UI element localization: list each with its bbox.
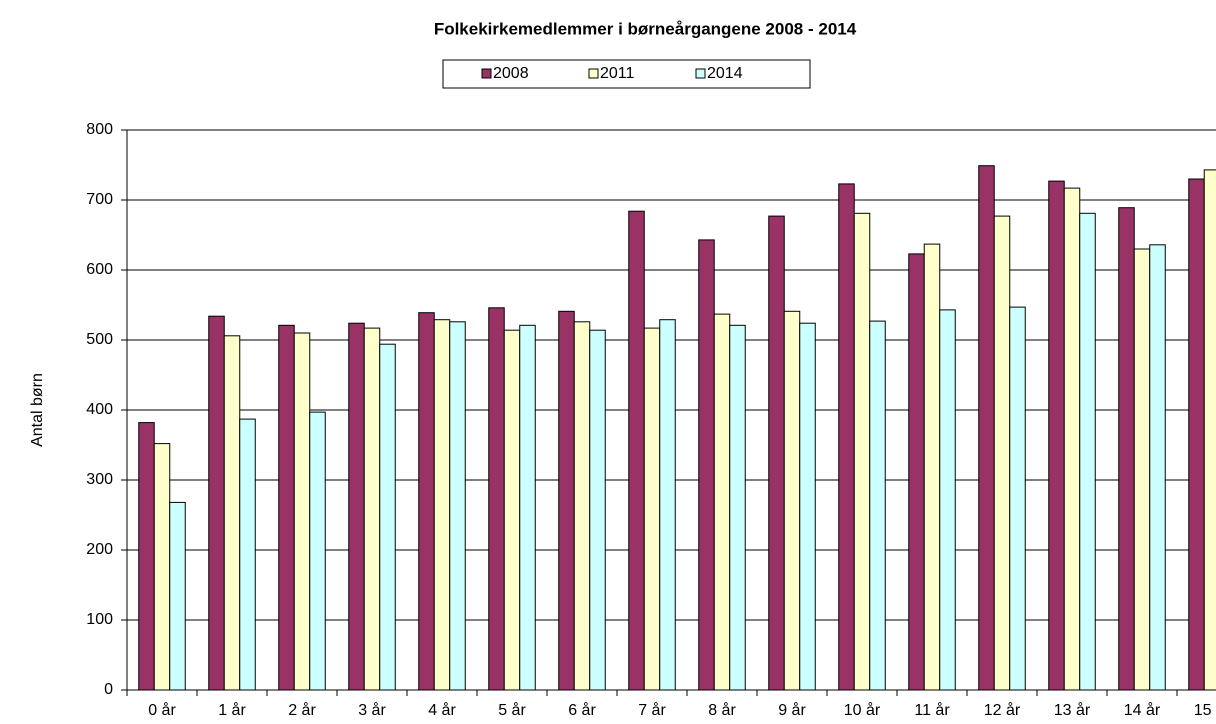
y-tick-label: 300 [86, 471, 113, 488]
bar [923, 243, 941, 691]
x-tick-label: 14 år [1124, 701, 1161, 719]
y-tick-label: 500 [86, 331, 113, 348]
legend-label: 2008 [493, 65, 529, 82]
bar [978, 165, 995, 691]
bar [558, 310, 575, 691]
bar [908, 253, 925, 691]
legend-swatch [695, 68, 706, 79]
bar [293, 332, 311, 691]
x-tick-label: 9 år [778, 701, 806, 719]
x-tick-label: 3 år [358, 701, 386, 719]
bar [1149, 244, 1166, 691]
bar [713, 313, 731, 691]
bar [309, 411, 326, 691]
chart-title: Folkekirkemedlemmer i børneårgangene 200… [434, 19, 857, 38]
y-tick-label: 100 [86, 611, 113, 628]
bar [799, 322, 816, 691]
y-axis-label: Antal børn [29, 373, 46, 447]
bar [1009, 306, 1026, 691]
y-tick-label: 800 [86, 121, 113, 138]
x-tick-label: 1 år [218, 701, 246, 719]
x-tick-label: 2 år [288, 701, 316, 719]
bar [939, 309, 956, 691]
bar [768, 215, 785, 691]
bar [449, 321, 466, 691]
bar [1133, 248, 1151, 691]
x-tick-label: 12 år [984, 701, 1021, 719]
bar [1063, 187, 1081, 691]
y-tick-label: 0 [104, 681, 113, 698]
x-tick-label: 0 år [148, 701, 176, 719]
bar [729, 324, 746, 691]
bar [993, 215, 1011, 691]
bar [1048, 180, 1065, 691]
x-tick-label: 4 år [428, 701, 456, 719]
x-tick-label: 5 år [498, 701, 526, 719]
bar [853, 212, 871, 691]
bar [239, 418, 256, 691]
bar [503, 329, 521, 691]
bar [1203, 169, 1216, 691]
bar [433, 319, 451, 691]
x-tick-label: 6 år [568, 701, 596, 719]
legend-box [442, 59, 811, 89]
bar [1188, 178, 1205, 691]
bar [208, 315, 225, 691]
bar [418, 312, 435, 691]
y-tick-label: 400 [86, 401, 113, 418]
bar [589, 329, 606, 691]
legend-label: 2011 [600, 65, 635, 82]
x-tick-label: 15 år [1194, 701, 1216, 719]
bar [363, 327, 381, 691]
bar [643, 327, 661, 691]
bar [838, 183, 855, 691]
bar [869, 320, 886, 691]
bar [1118, 207, 1135, 691]
legend-swatch [481, 68, 492, 79]
x-tick-label: 10 år [844, 701, 881, 719]
bar [1079, 212, 1096, 691]
y-tick-label: 600 [86, 261, 113, 278]
bar [153, 443, 171, 691]
legend-swatch [588, 68, 599, 79]
bar [138, 422, 155, 691]
bar [169, 501, 186, 691]
bar [783, 310, 801, 691]
bar [573, 321, 591, 691]
bar [698, 239, 715, 691]
x-tick-label: 7 år [638, 701, 666, 719]
bar [348, 322, 365, 691]
x-tick-label: 8 år [708, 701, 736, 719]
x-tick-label: 13 år [1054, 701, 1091, 719]
y-tick-label: 200 [86, 541, 113, 558]
bar [278, 324, 295, 691]
bar [659, 319, 676, 691]
bar [488, 307, 505, 691]
x-tick-label: 11 år [914, 701, 950, 719]
bar [223, 335, 241, 691]
bar [519, 324, 536, 691]
bar [628, 210, 645, 691]
y-tick-label: 700 [86, 191, 113, 208]
bar [379, 343, 396, 691]
legend-label: 2014 [707, 65, 743, 82]
